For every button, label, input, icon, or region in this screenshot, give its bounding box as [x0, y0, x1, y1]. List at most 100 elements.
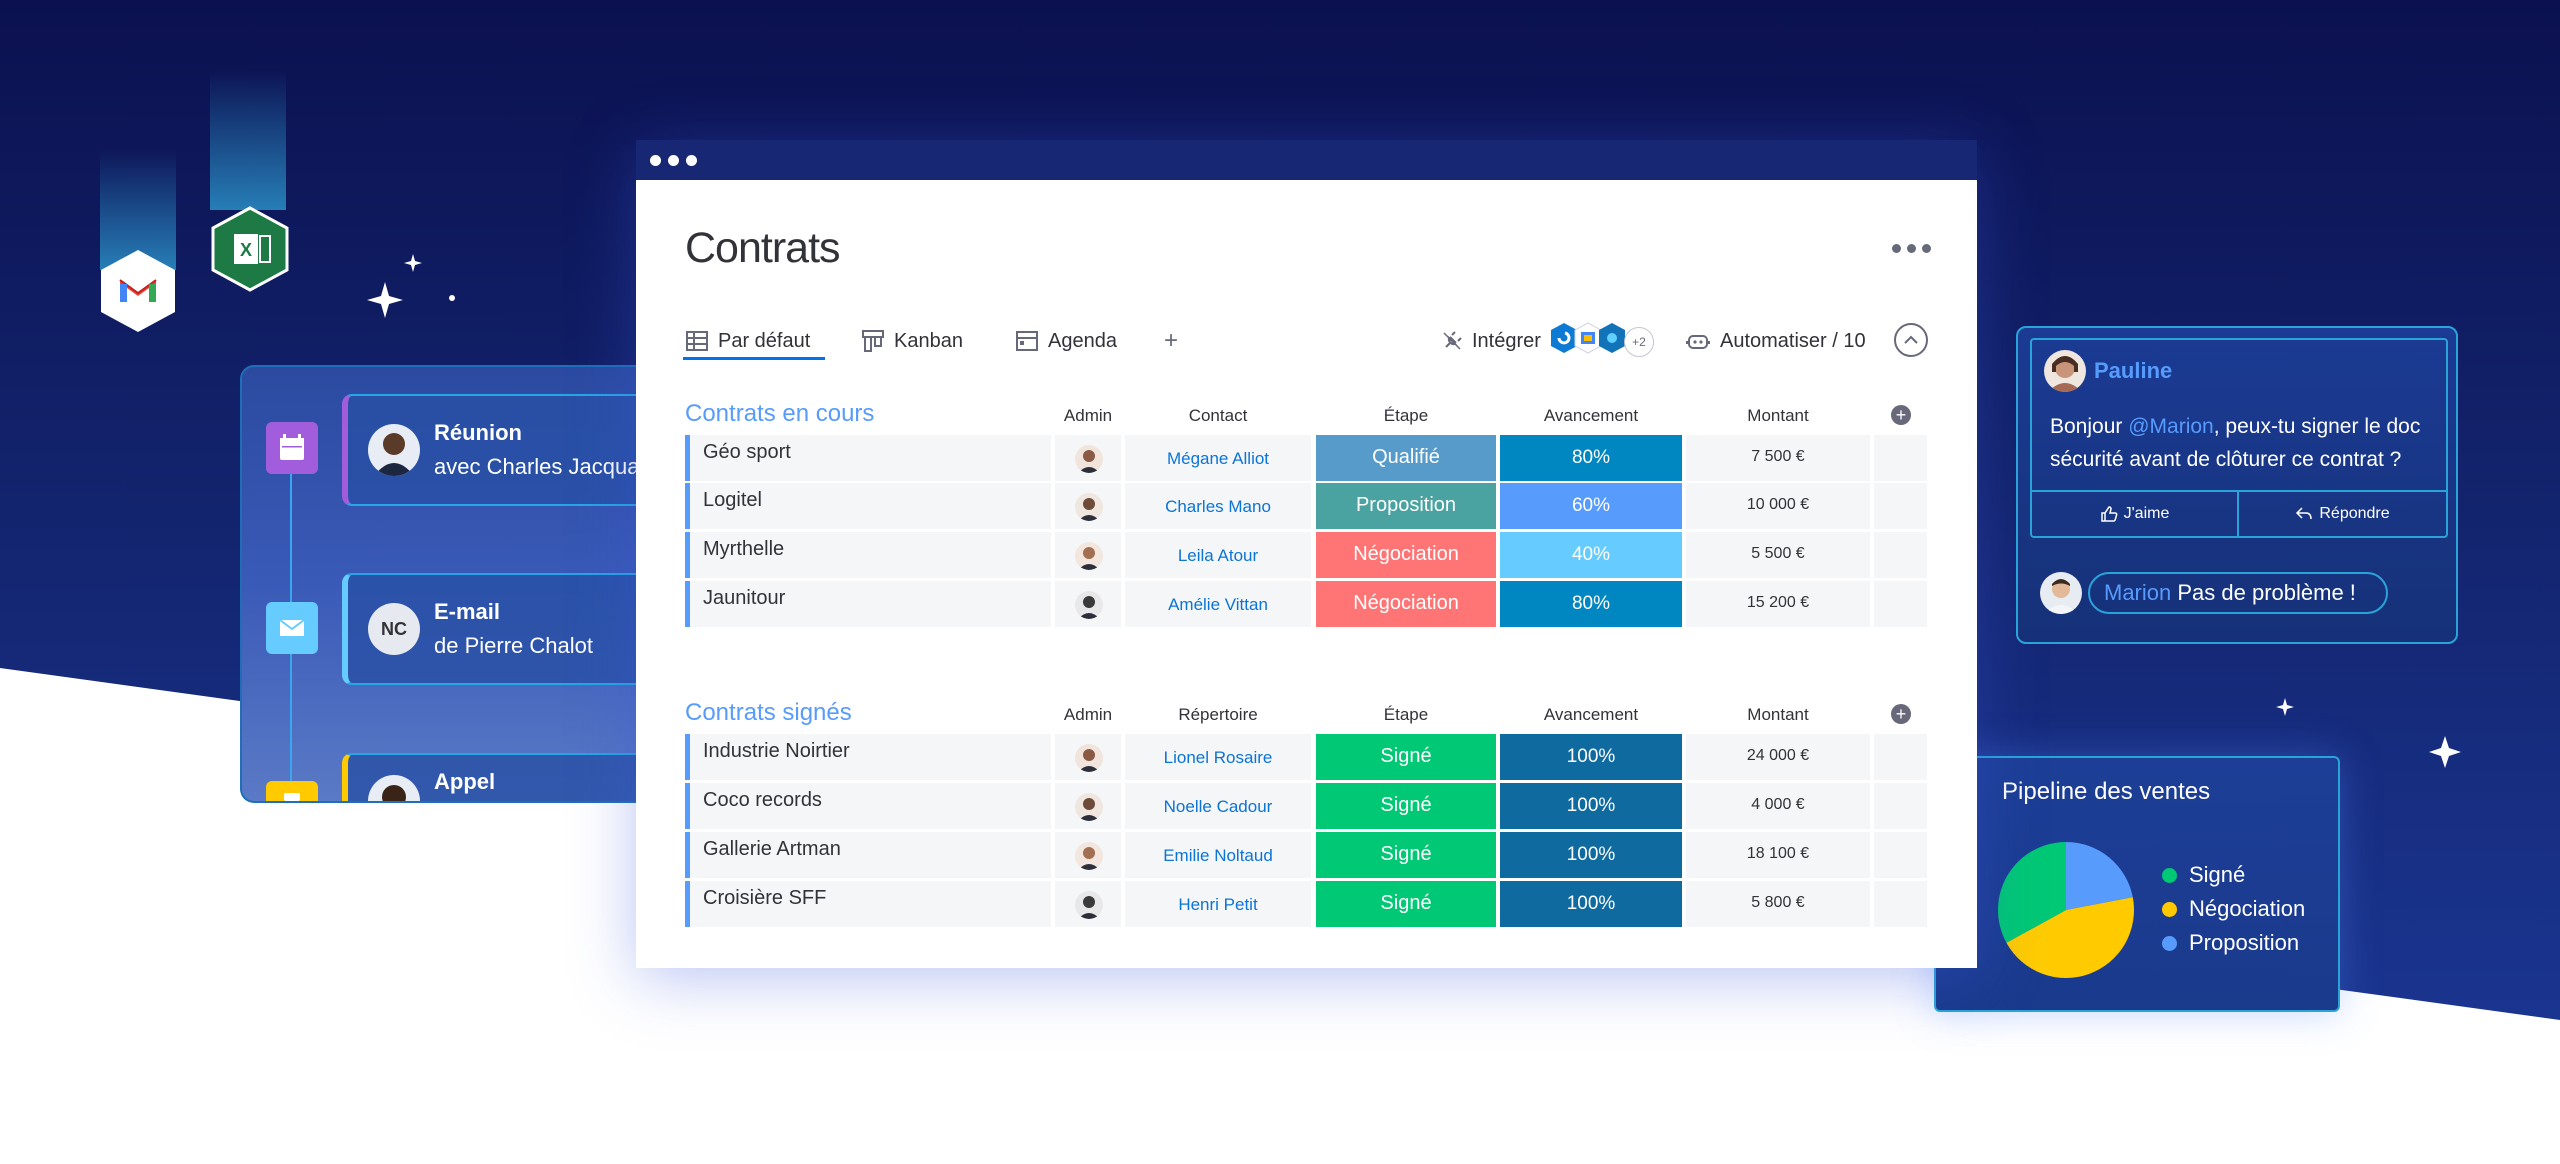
table-row[interactable]: Industrie Noirtier Lionel Rosaire Signé 100…	[685, 734, 1927, 780]
table-row[interactable]: Myrthelle Leila Atour Négociation 40% 5 500 …	[685, 532, 1927, 578]
item-name[interactable]: Myrthelle	[685, 532, 1051, 578]
amount-cell[interactable]: 10 000 €	[1686, 483, 1870, 529]
like-button[interactable]: J'aime	[2032, 492, 2239, 536]
column-header-montant[interactable]: Montant	[1747, 705, 1809, 724]
contact-cell[interactable]: Noelle Cadour	[1125, 783, 1311, 829]
collapse-button[interactable]	[1894, 323, 1928, 357]
table-row[interactable]: Croisière SFF Henri Petit Signé 100% 5 800 €	[685, 881, 1927, 927]
admin-cell[interactable]	[1055, 783, 1121, 829]
empty-cell[interactable]	[1874, 881, 1927, 927]
progress-cell[interactable]: 100%	[1500, 881, 1682, 927]
progress-cell[interactable]: 100%	[1500, 783, 1682, 829]
column-header-contact[interactable]: Contact	[1188, 406, 1248, 425]
column-header-avancement[interactable]: Avancement	[1543, 705, 1639, 724]
progress-cell[interactable]: 60%	[1500, 483, 1682, 529]
automate-button[interactable]: Automatiser / 10	[1686, 326, 1866, 356]
stage-status[interactable]: Négociation	[1316, 532, 1496, 578]
column-header-montant[interactable]: Montant	[1747, 406, 1809, 425]
progress-cell[interactable]: 100%	[1500, 832, 1682, 878]
progress-cell[interactable]: 80%	[1500, 435, 1682, 481]
column-header-repertoire[interactable]: Répertoire	[1178, 705, 1258, 724]
table-row[interactable]: Logitel Charles Mano Proposition 60% 10 000 …	[685, 483, 1927, 529]
add-column-button[interactable]: +	[1891, 704, 1911, 724]
mention[interactable]: Marion	[2104, 580, 2172, 605]
window-dot[interactable]	[686, 155, 697, 166]
amount-cell[interactable]: 4 000 €	[1686, 783, 1870, 829]
empty-cell[interactable]	[1874, 532, 1927, 578]
integration-app-icon[interactable]	[1574, 322, 1602, 354]
empty-cell[interactable]	[1874, 783, 1927, 829]
table-row[interactable]: Coco records Noelle Cadour Signé 100% 4 000 …	[685, 783, 1927, 829]
integration-app-icon[interactable]	[1550, 322, 1578, 354]
item-name[interactable]: Croisière SFF	[685, 881, 1051, 927]
stage-status[interactable]: Signé	[1316, 881, 1496, 927]
stage-status[interactable]: Signé	[1316, 832, 1496, 878]
mention[interactable]: @Marion	[2128, 415, 2214, 438]
window-dot[interactable]	[668, 155, 679, 166]
more-options-icon[interactable]	[1892, 244, 1932, 256]
admin-cell[interactable]	[1055, 435, 1121, 481]
stage-status[interactable]: Signé	[1316, 734, 1496, 780]
contact-cell[interactable]: Amélie Vittan	[1125, 581, 1311, 627]
item-name[interactable]: Coco records	[685, 783, 1051, 829]
activity-card-call[interactable]: Appel	[342, 753, 636, 801]
add-view-button[interactable]: +	[1164, 327, 1179, 354]
empty-cell[interactable]	[1874, 832, 1927, 878]
integrate-button[interactable]: Intégrer	[1442, 326, 1541, 356]
amount-cell[interactable]: 5 800 €	[1686, 881, 1870, 927]
stage-status[interactable]: Négociation	[1316, 581, 1496, 627]
progress-cell[interactable]: 40%	[1500, 532, 1682, 578]
contact-cell[interactable]: Charles Mano	[1125, 483, 1311, 529]
column-header-avancement[interactable]: Avancement	[1543, 406, 1639, 425]
item-name[interactable]: Logitel	[685, 483, 1051, 529]
item-name[interactable]: Gallerie Artman	[685, 832, 1051, 878]
group-title[interactable]: Contrats signés	[685, 699, 852, 726]
item-name[interactable]: Jaunitour	[685, 581, 1051, 627]
activity-card-meeting[interactable]: Réunion avec Charles Jacquard	[342, 394, 636, 506]
contact-cell[interactable]: Emilie Noltaud	[1125, 832, 1311, 878]
progress-cell[interactable]: 100%	[1500, 734, 1682, 780]
item-name[interactable]: Industrie Noirtier	[685, 734, 1051, 780]
empty-cell[interactable]	[1874, 581, 1927, 627]
amount-cell[interactable]: 18 100 €	[1686, 832, 1870, 878]
add-column-button[interactable]: +	[1891, 405, 1911, 425]
activity-card-email[interactable]: NC E-mail de Pierre Chalot	[342, 573, 636, 685]
tab-kanban[interactable]: Kanban	[862, 326, 963, 356]
amount-cell[interactable]: 24 000 €	[1686, 734, 1870, 780]
column-header-etape[interactable]: Étape	[1383, 705, 1429, 724]
empty-cell[interactable]	[1874, 435, 1927, 481]
stage-status[interactable]: Proposition	[1316, 483, 1496, 529]
reply-button[interactable]: Répondre	[2239, 492, 2446, 536]
progress-cell[interactable]: 80%	[1500, 581, 1682, 627]
amount-cell[interactable]: 5 500 €	[1686, 532, 1870, 578]
tab-default[interactable]: Par défaut	[686, 326, 810, 356]
admin-cell[interactable]	[1055, 832, 1121, 878]
window-dot[interactable]	[650, 155, 661, 166]
stage-status[interactable]: Signé	[1316, 783, 1496, 829]
column-header-admin[interactable]: Admin	[1063, 406, 1113, 425]
item-name[interactable]: Géo sport	[685, 435, 1051, 481]
stage-status[interactable]: Qualifié	[1316, 435, 1496, 481]
table-row[interactable]: Jaunitour Amélie Vittan Négociation 80% 15 2…	[685, 581, 1927, 627]
admin-cell[interactable]	[1055, 734, 1121, 780]
contact-cell[interactable]: Leila Atour	[1125, 532, 1311, 578]
contact-cell[interactable]: Mégane Alliot	[1125, 435, 1311, 481]
table-row[interactable]: Gallerie Artman Emilie Noltaud Signé 100% 18…	[685, 832, 1927, 878]
group-title[interactable]: Contrats en cours	[685, 400, 875, 427]
admin-cell[interactable]	[1055, 483, 1121, 529]
admin-cell[interactable]	[1055, 881, 1121, 927]
admin-cell[interactable]	[1055, 581, 1121, 627]
column-header-etape[interactable]: Étape	[1383, 406, 1429, 425]
more-integrations-badge[interactable]: +2	[1624, 327, 1654, 357]
column-header-admin[interactable]: Admin	[1063, 705, 1113, 724]
contact-cell[interactable]: Henri Petit	[1125, 881, 1311, 927]
amount-cell[interactable]: 7 500 €	[1686, 435, 1870, 481]
contact-cell[interactable]: Lionel Rosaire	[1125, 734, 1311, 780]
empty-cell[interactable]	[1874, 734, 1927, 780]
empty-cell[interactable]	[1874, 483, 1927, 529]
tab-agenda[interactable]: Agenda	[1016, 326, 1117, 356]
amount-cell[interactable]: 15 200 €	[1686, 581, 1870, 627]
integration-app-icon[interactable]	[1598, 322, 1626, 354]
admin-cell[interactable]	[1055, 532, 1121, 578]
table-row[interactable]: Géo sport Mégane Alliot Qualifié 80% 7 500 €	[685, 435, 1927, 481]
